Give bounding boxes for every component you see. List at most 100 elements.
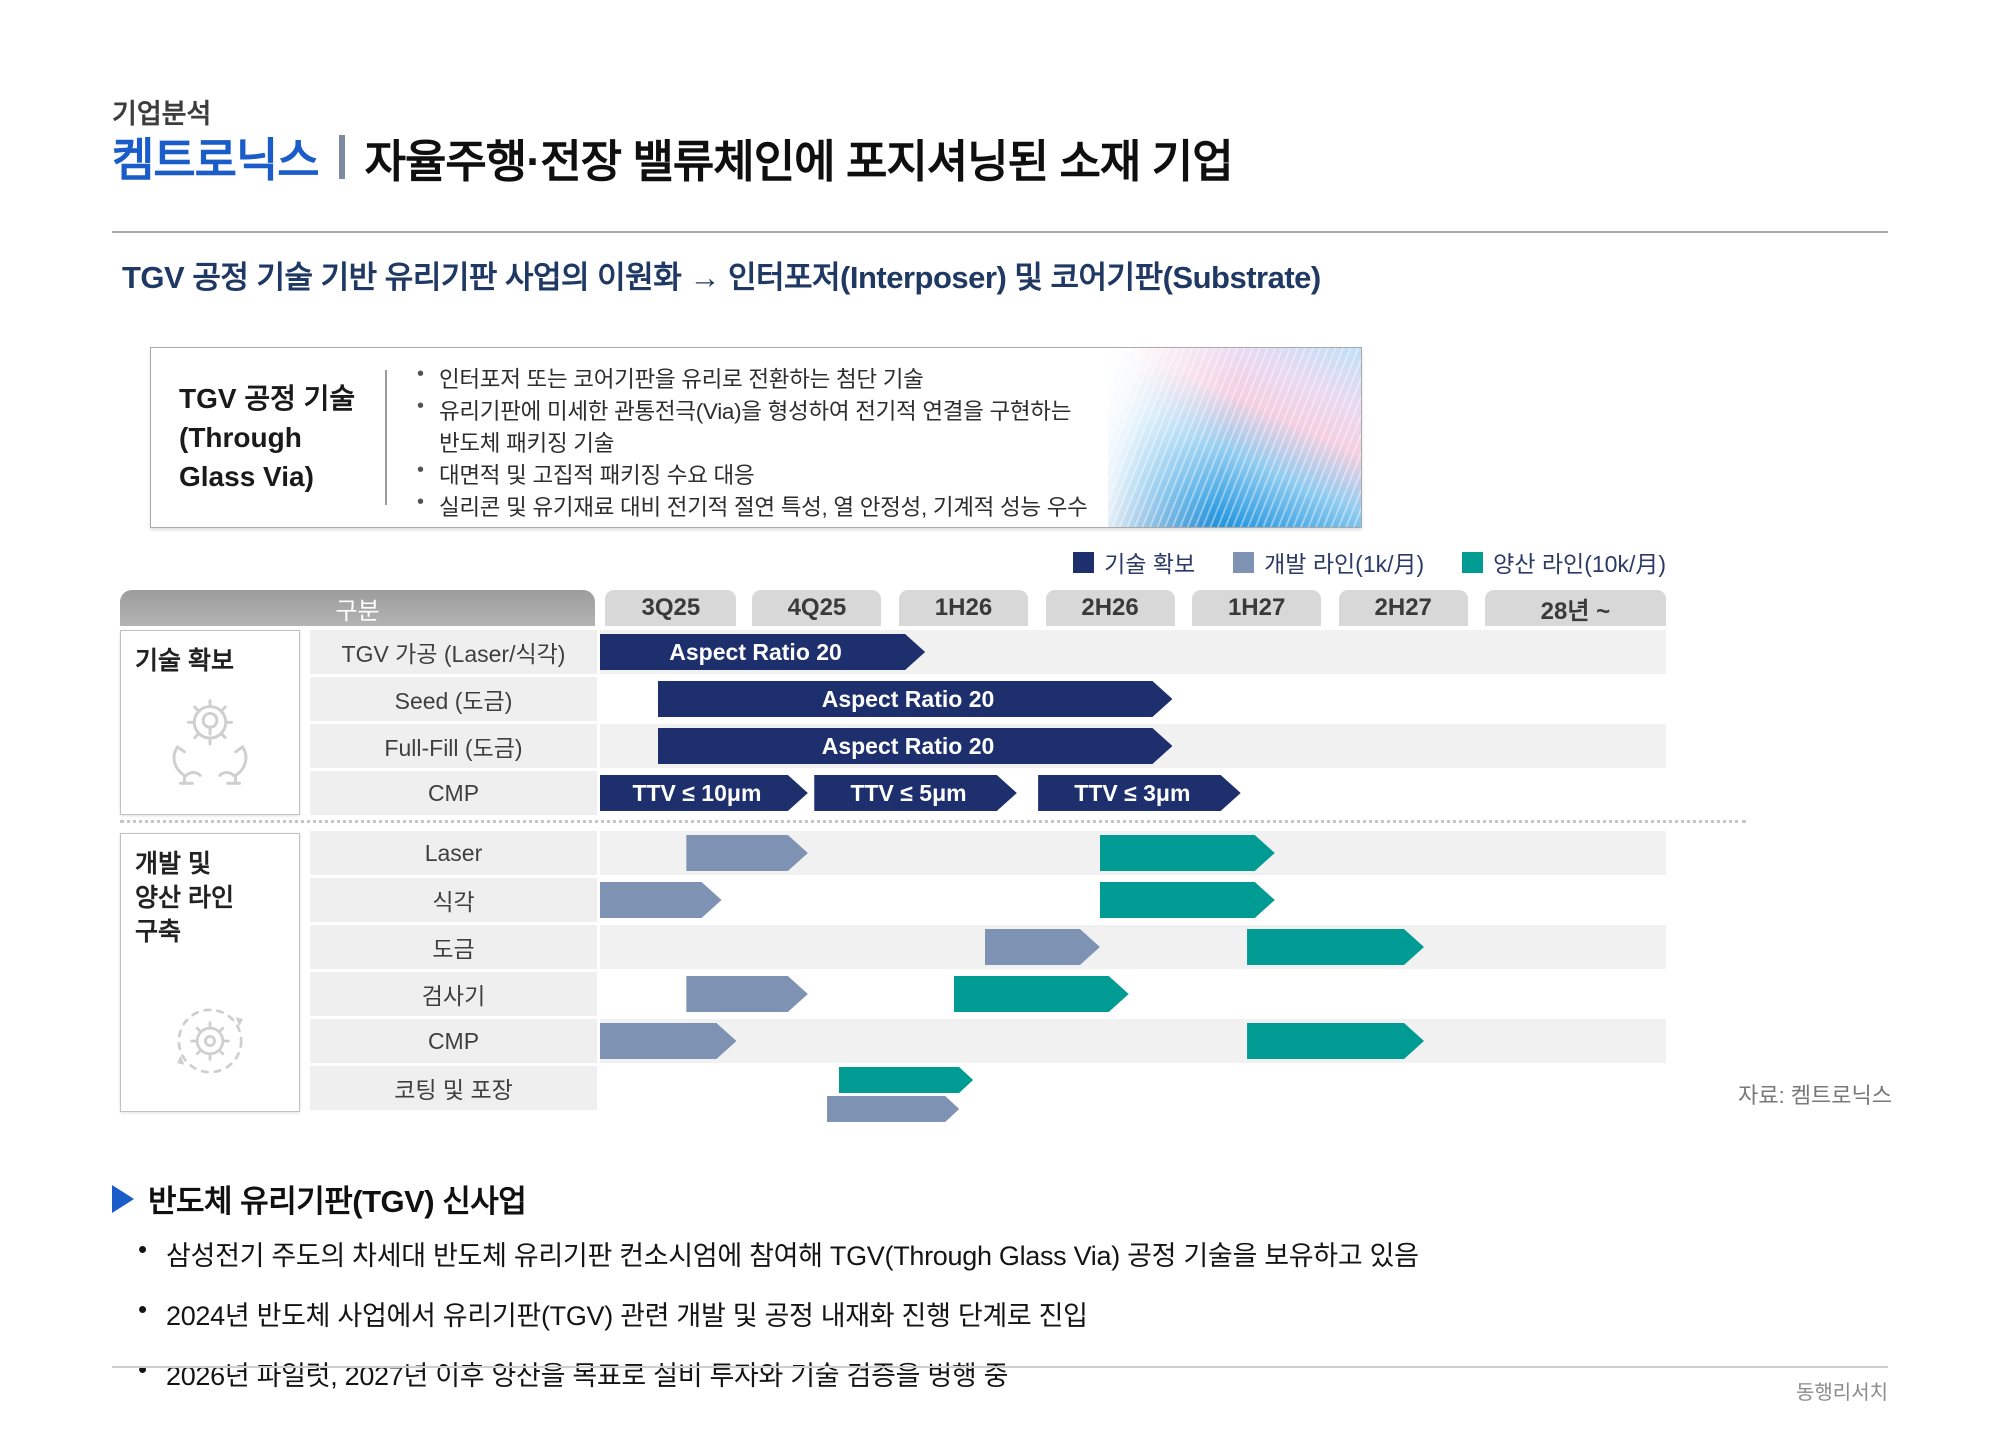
gantt-legend: 기술 확보 개발 라인(1k/月) 양산 라인(10k/月) — [120, 545, 1666, 579]
info-bullet-item: 인터포저 또는 코어기판을 유리로 전환하는 첨단 기술 — [413, 362, 1093, 394]
source-note: 자료: 켐트로닉스 — [1738, 1083, 1892, 1108]
group-divider — [120, 820, 1746, 823]
legend-label: 개발 라인(1k/月) — [1264, 551, 1425, 577]
footer-rule — [112, 1366, 1888, 1368]
row-label: TGV 가공 (Laser/식각) — [310, 630, 597, 674]
gantt-corner-header: 구분 — [120, 590, 595, 626]
gantt-row: 코팅 및 포장 — [120, 1066, 1666, 1110]
analysis-bullet-item: 삼성전기 주도의 차세대 반도체 유리기판 컨소시엄에 참여해 TGV(Thro… — [134, 1234, 1419, 1273]
legend-item-dev: 개발 라인(1k/月) — [1233, 545, 1424, 579]
row-track — [600, 925, 1666, 969]
row-label: CMP — [310, 1019, 597, 1063]
legend-swatch-mass — [1462, 551, 1484, 573]
gantt-bar-dev — [686, 976, 808, 1012]
timeline-column: 2H27 — [1338, 590, 1468, 626]
row-label: 도금 — [310, 925, 597, 969]
gantt-bar-mass — [839, 1067, 973, 1093]
gantt-bar-tech: Aspect Ratio 20 — [658, 681, 1173, 717]
tgv-info-bullets: 인터포저 또는 코어기판을 유리로 전환하는 첨단 기술유리기판에 미세한 관통… — [413, 362, 1093, 520]
info-bullet-item: 대면적 및 고집적 패키징 수요 대응 — [413, 458, 1093, 490]
row-label: Seed (도금) — [310, 677, 597, 721]
gantt-bar-dev — [600, 1023, 736, 1059]
timeline-column: 28년 ~ — [1484, 590, 1666, 626]
hands-gear-icon — [172, 699, 248, 785]
roadmap-gantt: 구분 3Q25 4Q25 1H26 2H26 1H27 2H27 28년 ~ TGV 가공 … — [120, 590, 1746, 1113]
tgv-info-box: TGV 공정 기술 (Through Glass Via) 인터포저 또는 코어… — [150, 347, 1362, 528]
gantt-row: Full-Fill (도금) Aspect Ratio 20 — [120, 724, 1666, 768]
gantt-row: CMP TTV ≤ 10μm TTV ≤ 5μm TTV ≤ 3μm — [120, 771, 1666, 815]
gantt-bar-tech: TTV ≤ 10μm — [600, 775, 808, 811]
tgv-info-label: TGV 공정 기술 (Through Glass Via) — [179, 382, 356, 493]
group-label: 개발 및 양산 라인 구축 — [135, 850, 234, 946]
row-track: TTV ≤ 10μm TTV ≤ 5μm TTV ≤ 3μm — [600, 771, 1666, 815]
gantt-bar-mass — [1100, 882, 1275, 918]
row-label: 코팅 및 포장 — [310, 1066, 597, 1110]
info-divider — [385, 370, 387, 505]
row-label: 검사기 — [310, 972, 597, 1016]
gantt-row: Laser — [120, 831, 1666, 875]
publisher-name: 동행리서치 — [1796, 1382, 1888, 1404]
gantt-row: 검사기 — [120, 972, 1666, 1016]
company-name: 켐트로닉스 — [112, 134, 320, 186]
row-label: Laser — [310, 831, 597, 875]
row-track — [600, 1066, 1666, 1110]
timeline-columns: 3Q25 4Q25 1H26 2H26 1H27 2H27 28년 ~ — [600, 590, 1666, 626]
gantt-bar-dev — [827, 1096, 959, 1122]
gantt-row: 식각 — [120, 878, 1666, 922]
row-track — [600, 831, 1666, 875]
legend-swatch-tech — [1073, 551, 1095, 573]
gantt-bar-dev — [686, 835, 808, 871]
gantt-bar-mass — [1100, 835, 1275, 871]
group-label: 기술 확보 — [135, 647, 234, 675]
gantt-bar-mass — [954, 976, 1129, 1012]
row-label: CMP — [310, 771, 597, 815]
group-box-tech: 기술 확보 — [120, 630, 300, 815]
report-category: 기업분석 — [112, 99, 212, 129]
report-header: 켐트로닉스 자율주행·전장 밸류체인에 포지셔닝된 소재 기업 — [112, 124, 1234, 190]
group-box-build: 개발 및 양산 라인 구축 — [120, 833, 300, 1112]
glass-substrate-photo — [1108, 348, 1361, 527]
triangle-bullet-icon — [112, 1184, 134, 1213]
analysis-bullets: 삼성전기 주도의 차세대 반도체 유리기판 컨소시엄에 참여해 TGV(Thro… — [134, 1234, 1419, 1414]
row-label: 식각 — [310, 878, 597, 922]
info-bullet-item: 유리기판에 미세한 관통전극(Via)을 형성하여 전기적 연결을 구현하는 반… — [413, 394, 1093, 458]
timeline-column: 1H27 — [1192, 590, 1322, 626]
gantt-body: TGV 가공 (Laser/식각) Aspect Ratio 20 Seed (도금… — [120, 630, 1746, 1112]
page-title: 자율주행·전장 밸류체인에 포지셔닝된 소재 기업 — [364, 135, 1234, 187]
gantt-row: Seed (도금) Aspect Ratio 20 — [120, 677, 1666, 721]
gantt-row: TGV 가공 (Laser/식각) Aspect Ratio 20 — [120, 630, 1666, 674]
row-track: Aspect Ratio 20 — [600, 630, 1666, 674]
gantt-bar-tech: TTV ≤ 3μm — [1038, 775, 1241, 811]
legend-label: 양산 라인(10k/月) — [1493, 551, 1666, 577]
gear-cycle-icon — [177, 1008, 243, 1074]
section-title: TGV 공정 기술 기반 유리기판 사업의 이원화 → 인터포저(Interpo… — [122, 260, 1321, 295]
gantt-bar-tech: Aspect Ratio 20 — [600, 634, 925, 670]
timeline-column: 4Q25 — [752, 590, 882, 626]
row-track — [600, 1019, 1666, 1063]
row-track — [600, 972, 1666, 1016]
legend-item-mass: 양산 라인(10k/月) — [1462, 545, 1666, 579]
row-track: Aspect Ratio 20 — [600, 677, 1666, 721]
gantt-header: 구분 3Q25 4Q25 1H26 2H26 1H27 2H27 28년 ~ — [120, 590, 1666, 626]
gantt-bar-mass — [1247, 1023, 1424, 1059]
gantt-bar-mass — [1247, 929, 1424, 965]
gantt-bar-tech: Aspect Ratio 20 — [658, 728, 1173, 764]
header-rule — [112, 231, 1888, 233]
timeline-column: 3Q25 — [605, 590, 737, 626]
legend-swatch-dev — [1233, 551, 1255, 573]
row-track: Aspect Ratio 20 — [600, 724, 1666, 768]
analysis-bullet-item: 2026년 파일럿, 2027년 이후 양산을 목표로 설비 투자와 기술 검증… — [134, 1354, 1419, 1393]
gantt-bar-tech: TTV ≤ 5μm — [814, 775, 1017, 811]
gantt-row: 도금 — [120, 925, 1666, 969]
analysis-bullet-item: 2024년 반도체 사업에서 유리기판(TGV) 관련 개발 및 공정 내재화 … — [134, 1294, 1419, 1333]
row-track — [600, 878, 1666, 922]
analysis-section-title: 반도체 유리기판(TGV) 신사업 — [112, 1176, 527, 1221]
row-label: Full-Fill (도금) — [310, 724, 597, 768]
timeline-column: 2H26 — [1045, 590, 1175, 626]
title-divider — [338, 135, 345, 179]
legend-label: 기술 확보 — [1104, 551, 1196, 577]
timeline-column: 1H26 — [899, 590, 1028, 626]
gantt-bar-dev — [985, 929, 1100, 965]
gantt-row: CMP — [120, 1019, 1666, 1063]
